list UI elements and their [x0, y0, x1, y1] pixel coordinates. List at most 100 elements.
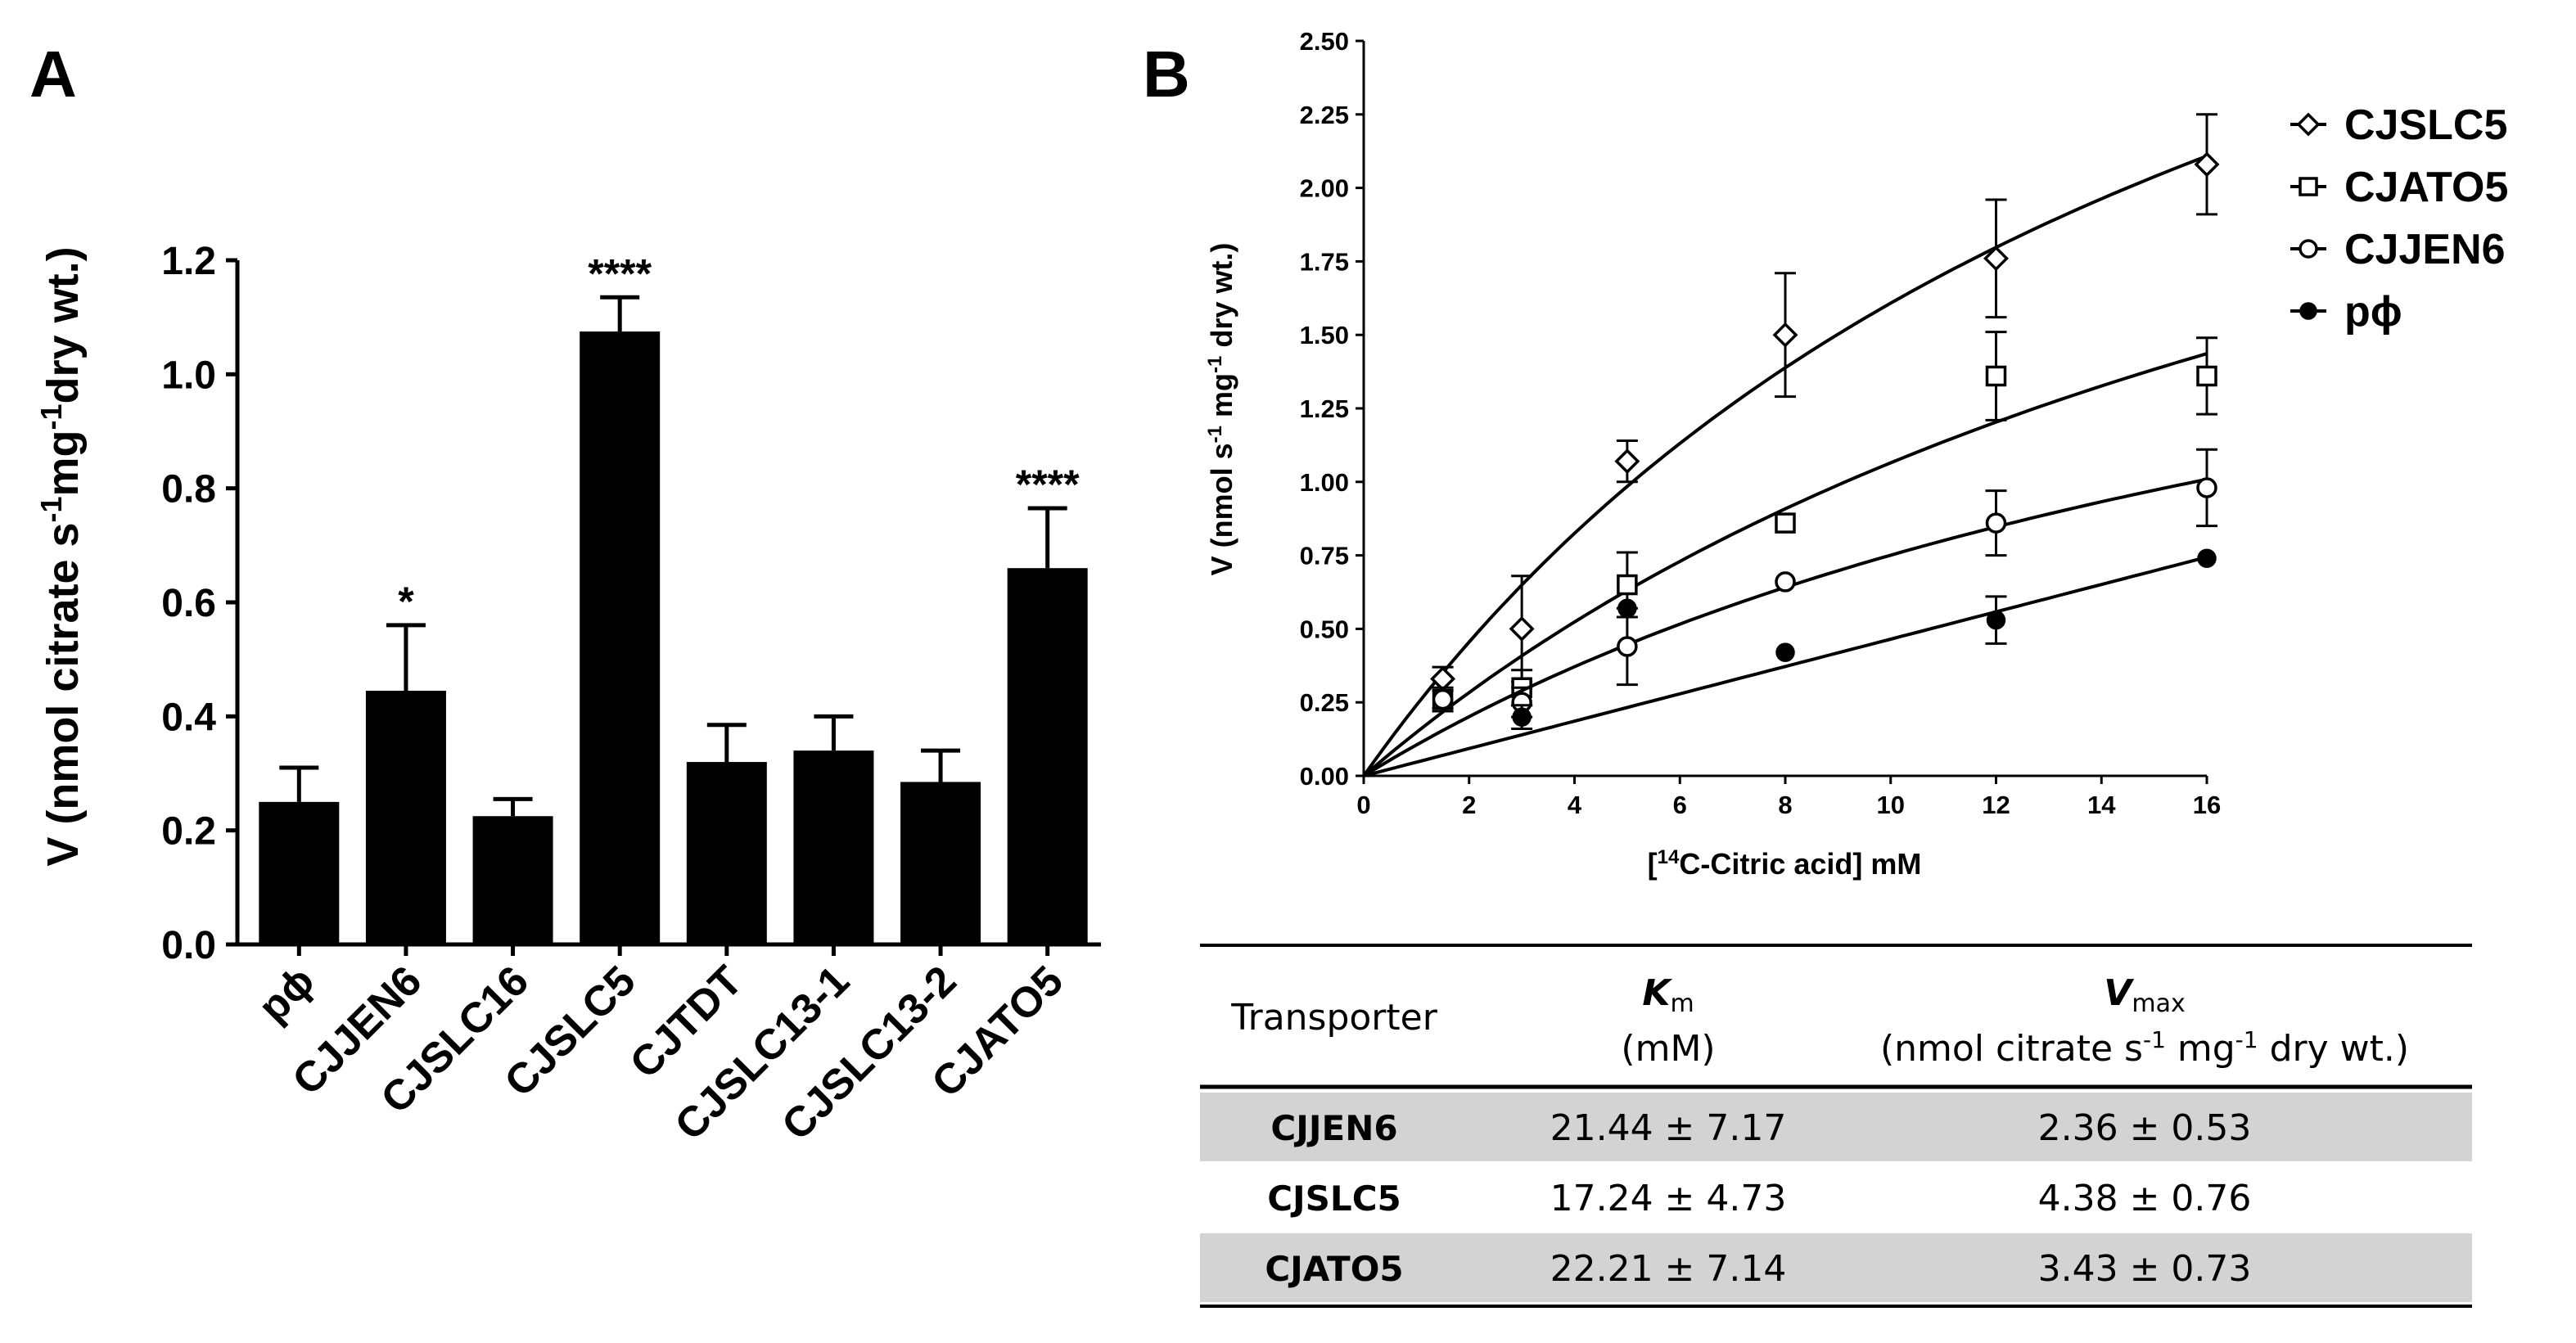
- table-header-transporter: Transporter: [1230, 997, 1438, 1039]
- a-significance-label: ****: [1016, 462, 1080, 507]
- table-header-km-unit: (mM): [1621, 1028, 1715, 1070]
- b-marker-diamond: [1509, 615, 1535, 642]
- table-body: CJJEN6 21.44 ± 7.17 2.36 ± 0.53 CJSLC5 17.24…: [1200, 1093, 2472, 1302]
- panel-b-ylabel-sup-2: -1: [1204, 356, 1226, 373]
- panel-a: A V (nmol citrate s-1mg-1dry wt.) 0.00.2…: [29, 38, 1101, 1150]
- panel-b-ylabel-part-2: mg: [1205, 373, 1238, 426]
- vmax-unit-sup-1: -1: [2143, 1026, 2166, 1053]
- table-cell-vmax: 2.36 ± 0.53: [2038, 1107, 2252, 1149]
- b-x-tick-label: 16: [2193, 791, 2221, 819]
- table-cell-km: 17.24 ± 4.73: [1550, 1178, 1787, 1219]
- b-y-tick-label: 1.25: [1300, 394, 1349, 423]
- b-fit-curve: [1362, 154, 2208, 777]
- panel-b-ylabel-part-3: dry wt.): [1205, 243, 1238, 356]
- a-y-tick-label: 0.4: [161, 696, 216, 739]
- b-x-tick-label: 4: [1568, 791, 1582, 819]
- b-fit-curve: [1363, 555, 2208, 777]
- b-y-tick-label: 1.00: [1300, 468, 1349, 497]
- b-marker-circle-open: [2299, 239, 2318, 259]
- table-cell-km: 22.21 ± 7.14: [1550, 1248, 1787, 1290]
- a-bar: [900, 782, 981, 944]
- b-marker-square: [2196, 365, 2217, 387]
- b-marker-circle-filled: [1775, 642, 1795, 662]
- b-y-tick-label: 1.50: [1300, 321, 1349, 349]
- b-y-tick-label: 0.50: [1300, 615, 1349, 643]
- panel-a-ylabel-part-3: dry wt.): [38, 246, 88, 403]
- panel-b-kinetics-chart: 0.00 0.25 0.50 0.75 1.00 1.25 1.50 1.75 2.00 2.25…: [1300, 27, 2222, 819]
- b-y-tick-label: 1.75: [1300, 247, 1349, 276]
- b-x-tick-label: 0: [1356, 791, 1370, 819]
- table-header-vmax-unit: (nmol citrate s-1 mg-1 dry wt.): [1880, 1026, 2409, 1070]
- b-marker-diamond: [1430, 665, 1456, 692]
- b-y-tick-label: 0.25: [1300, 688, 1349, 717]
- table-cell-km: 21.44 ± 7.17: [1550, 1107, 1787, 1149]
- table-cell-transporter: CJSLC5: [1267, 1179, 1401, 1219]
- panel-b-y-axis-title: V (nmol s-1 mg-1 dry wt.): [1204, 243, 1238, 576]
- a-bar: [365, 690, 446, 944]
- b-marker-circle-open: [2196, 477, 2217, 498]
- b-marker-diamond: [1983, 246, 2009, 272]
- b-x-tick-label: 6: [1673, 791, 1687, 819]
- b-marker-square: [1617, 574, 1638, 596]
- b-y-tick-label: 0.75: [1300, 542, 1349, 570]
- table-cell-vmax: 4.38 ± 0.76: [2038, 1178, 2252, 1219]
- table-row-shading: [1200, 1093, 2472, 1161]
- table-row-shading: [1200, 1233, 2472, 1302]
- panel-b: B V (nmol s-1 mg-1 dry wt.) [14C-Citric …: [1143, 27, 2508, 881]
- panel-a-ylabel-sup-1: -1: [34, 496, 68, 522]
- b-x-tick-label: 14: [2087, 791, 2116, 819]
- table-header-vmax: Vmax: [2104, 972, 2185, 1018]
- b-marker-diamond: [2296, 112, 2321, 137]
- b-fit-curve: [1362, 352, 2208, 777]
- b-y-tick-label: 2.50: [1300, 27, 1349, 56]
- b-marker-circle-filled: [1617, 598, 1637, 619]
- b-marker-circle-filled: [2197, 548, 2217, 568]
- a-significance-label: *: [398, 579, 414, 624]
- table-header-km: Km: [1642, 972, 1694, 1018]
- b-marker-square: [1775, 512, 1796, 534]
- vmax-symbol: V: [2104, 972, 2134, 1014]
- panel-a-y-axis-title: V (nmol citrate s-1mg-1dry wt.): [34, 246, 88, 866]
- vmax-unit-part-3: dry wt.): [2258, 1028, 2409, 1070]
- a-y-tick-label: 1.0: [161, 354, 216, 397]
- b-y-tick-label: 2.25: [1300, 101, 1349, 129]
- a-bar: [472, 816, 553, 944]
- legend-label: CJSLC5: [2344, 101, 2507, 149]
- b-marker-circle-filled: [2299, 302, 2317, 320]
- a-y-tick-label: 0.6: [161, 582, 216, 625]
- panel-a-ylabel-part-2: mg: [38, 430, 88, 496]
- a-bar: [580, 331, 661, 944]
- b-marker-circle-open: [1775, 571, 1796, 593]
- vmax-unit-sup-2: -1: [2235, 1026, 2258, 1053]
- b-marker-diamond: [1772, 322, 1798, 348]
- legend-label: CJJEN6: [2344, 226, 2506, 273]
- kinetic-parameters-table: Transporter Km (mM) Vmax (nmol citrate s…: [1200, 944, 2472, 1308]
- km-symbol: K: [1642, 972, 1672, 1014]
- vmax-subscript: max: [2132, 989, 2185, 1018]
- panel-b-ylabel-sup-1: -1: [1204, 426, 1226, 443]
- panel-a-ylabel-part-1: V (nmol citrate s: [38, 522, 88, 866]
- a-bar: [259, 801, 340, 944]
- b-marker-circle-open: [1432, 688, 1454, 710]
- a-bar: [1007, 568, 1088, 944]
- b-marker-circle-filled: [1512, 707, 1532, 727]
- b-x-tick-label: 10: [1877, 791, 1905, 819]
- a-significance-label: ****: [588, 250, 652, 296]
- table-cell-transporter: CJJEN6: [1270, 1108, 1397, 1148]
- table-cell-transporter: CJATO5: [1265, 1249, 1403, 1289]
- b-x-tick-label: 12: [1982, 791, 2010, 819]
- b-y-tick-label: 2.00: [1300, 174, 1349, 203]
- panel-b-legend: CJSLC5 CJATO5 CJJEN6 pϕ: [2290, 101, 2508, 336]
- legend-label: CJATO5: [2344, 164, 2508, 211]
- vmax-unit-part-2: mg: [2166, 1028, 2235, 1070]
- a-bar: [793, 750, 874, 944]
- panel-a-letter: A: [29, 38, 77, 110]
- b-marker-circle-filled: [1986, 610, 2006, 630]
- panel-b-xlabel-part-1: [: [1648, 847, 1658, 881]
- b-marker-square: [1985, 365, 2007, 387]
- vmax-unit-part-1: (nmol citrate s: [1880, 1028, 2143, 1070]
- panel-a-ylabel-sup-2: -1: [34, 403, 68, 430]
- panel-b-x-axis-title: [14C-Citric acid] mM: [1648, 846, 1922, 881]
- b-marker-square: [2299, 177, 2318, 196]
- panel-b-xlabel-part-2: C-Citric acid] mM: [1679, 847, 1921, 881]
